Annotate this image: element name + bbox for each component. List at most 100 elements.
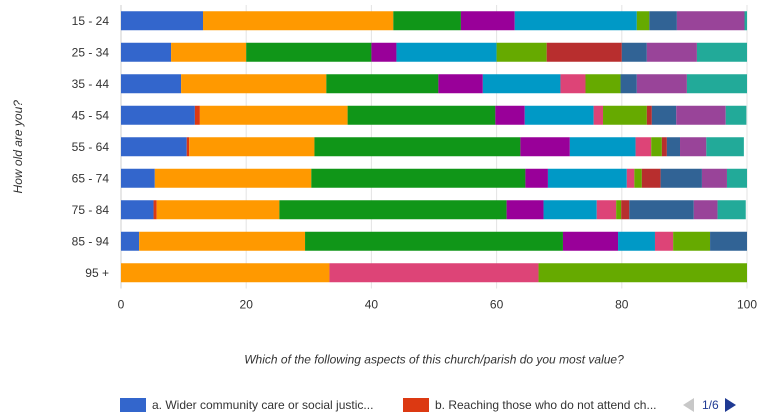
bar-segment-4-3 bbox=[314, 137, 521, 157]
bar-segment-4-5 bbox=[569, 137, 636, 157]
bar-segment-5-11 bbox=[726, 168, 747, 188]
bar-segment-2-7 bbox=[585, 74, 621, 94]
x-axis-title: Which of the following aspects of this c… bbox=[244, 353, 624, 367]
bar-segment-3-4 bbox=[495, 105, 525, 125]
bar-segment-6-3 bbox=[279, 200, 507, 220]
bar-segment-1-10 bbox=[646, 42, 697, 62]
y-tick-label-1: 25 - 34 bbox=[72, 45, 110, 59]
bar-segment-0-3 bbox=[393, 11, 461, 31]
y-tick-label-5: 65 - 74 bbox=[72, 171, 110, 185]
y-tick-label-2: 35 - 44 bbox=[72, 77, 110, 91]
legend-pagination: 1/6 bbox=[683, 394, 736, 416]
y-tick-label-8: 95 + bbox=[85, 266, 109, 280]
bar-segment-7-5 bbox=[618, 231, 655, 251]
bar-segment-8-2 bbox=[121, 263, 330, 283]
bar-segment-0-10 bbox=[676, 11, 745, 31]
bar-segment-6-5 bbox=[543, 200, 597, 220]
bar-segment-6-0 bbox=[121, 200, 154, 220]
bar-segment-2-9 bbox=[620, 74, 637, 94]
legend-label-b: b. Reaching those who do not attend ch..… bbox=[435, 398, 657, 412]
x-tick-label-1: 20 bbox=[240, 298, 254, 312]
legend-item-a[interactable]: a. Wider community care or social justic… bbox=[120, 394, 373, 416]
bar-segment-2-10 bbox=[636, 74, 687, 94]
bar-segment-4-4 bbox=[520, 137, 570, 157]
bar-segment-6-4 bbox=[506, 200, 544, 220]
bar-segment-0-9 bbox=[649, 11, 677, 31]
bar-segment-1-0 bbox=[121, 42, 172, 62]
legend-prev-arrow-icon[interactable] bbox=[683, 398, 694, 412]
bar-segment-3-0 bbox=[121, 105, 195, 125]
bar-segment-5-5 bbox=[547, 168, 627, 188]
bar-segment-1-3 bbox=[246, 42, 372, 62]
bar-segment-1-11 bbox=[696, 42, 747, 62]
bar-segment-1-2 bbox=[171, 42, 247, 62]
bar-segment-4-7 bbox=[651, 137, 662, 157]
bar-segment-7-7 bbox=[673, 231, 711, 251]
bar-segment-6-7 bbox=[616, 200, 622, 220]
legend-page-indicator: 1/6 bbox=[702, 398, 719, 412]
y-tick-label-3: 45 - 54 bbox=[72, 108, 110, 122]
bar-segment-8-7 bbox=[538, 263, 747, 283]
bar-segment-7-9 bbox=[710, 231, 747, 251]
bar-segment-5-6 bbox=[626, 168, 635, 188]
bar-segment-3-6 bbox=[593, 105, 604, 125]
bar-segment-3-11 bbox=[725, 105, 747, 125]
bar-segment-6-1 bbox=[153, 200, 157, 220]
bar-segment-0-2 bbox=[203, 11, 394, 31]
bar-segment-6-11 bbox=[717, 200, 746, 220]
y-tick-label-4: 55 - 64 bbox=[72, 140, 110, 154]
bar-segment-1-7 bbox=[496, 42, 547, 62]
bar-segment-0-5 bbox=[514, 11, 637, 31]
bar-segment-3-7 bbox=[603, 105, 647, 125]
bar-segment-5-2 bbox=[154, 168, 312, 188]
bar-segment-5-0 bbox=[121, 168, 155, 188]
bar-segment-3-8 bbox=[646, 105, 652, 125]
bar-segment-2-4 bbox=[438, 74, 483, 94]
bar-segment-6-6 bbox=[596, 200, 617, 220]
legend-swatch-a bbox=[120, 398, 146, 412]
bar-segment-6-9 bbox=[629, 200, 694, 220]
bar-segment-0-11 bbox=[744, 11, 747, 31]
bar-segment-5-10 bbox=[701, 168, 727, 188]
bar-segment-6-10 bbox=[693, 200, 718, 220]
bar-segment-4-1 bbox=[186, 137, 190, 157]
y-tick-label-0: 15 - 24 bbox=[72, 14, 110, 28]
bar-segment-4-11 bbox=[706, 137, 744, 157]
bar-segment-2-3 bbox=[326, 74, 439, 94]
bar-segment-0-4 bbox=[460, 11, 515, 31]
bar-segment-1-5 bbox=[396, 42, 497, 62]
y-tick-label-6: 75 - 84 bbox=[72, 203, 110, 217]
legend-item-b[interactable]: b. Reaching those who do not attend ch..… bbox=[403, 394, 656, 416]
bar-segment-2-5 bbox=[482, 74, 561, 94]
bar-segment-0-7 bbox=[636, 11, 650, 31]
bar-segment-3-3 bbox=[347, 105, 496, 125]
bar-segment-3-10 bbox=[676, 105, 726, 125]
legend-swatch-b bbox=[403, 398, 429, 412]
bar-segment-7-0 bbox=[121, 231, 140, 251]
bar-segment-1-4 bbox=[371, 42, 397, 62]
x-tick-label-4: 80 bbox=[615, 298, 629, 312]
bar-segment-5-8 bbox=[641, 168, 661, 188]
legend-next-arrow-icon[interactable] bbox=[724, 398, 736, 412]
bar-segment-4-0 bbox=[121, 137, 187, 157]
bar-segment-0-0 bbox=[121, 11, 204, 31]
bar-segment-7-4 bbox=[562, 231, 619, 251]
bar-segment-4-9 bbox=[666, 137, 681, 157]
bar-segment-3-1 bbox=[194, 105, 200, 125]
y-axis-title: How old are you? bbox=[11, 100, 25, 194]
bar-segment-6-2 bbox=[156, 200, 280, 220]
bar-segment-5-3 bbox=[311, 168, 526, 188]
bar-segment-1-8 bbox=[546, 42, 622, 62]
bar-segment-4-6 bbox=[635, 137, 652, 157]
bar-segment-3-2 bbox=[199, 105, 348, 125]
bar-segment-1-9 bbox=[621, 42, 647, 62]
bar-segment-2-2 bbox=[181, 74, 327, 94]
bar-segment-7-6 bbox=[654, 231, 674, 251]
x-tick-label-2: 40 bbox=[365, 298, 379, 312]
bar-segment-2-11 bbox=[686, 74, 747, 94]
x-tick-label-3: 60 bbox=[490, 298, 504, 312]
bar-segment-4-10 bbox=[680, 137, 707, 157]
bar-segment-5-4 bbox=[525, 168, 548, 188]
legend: a. Wider community care or social justic… bbox=[0, 394, 759, 416]
x-tick-label-0: 0 bbox=[118, 298, 125, 312]
